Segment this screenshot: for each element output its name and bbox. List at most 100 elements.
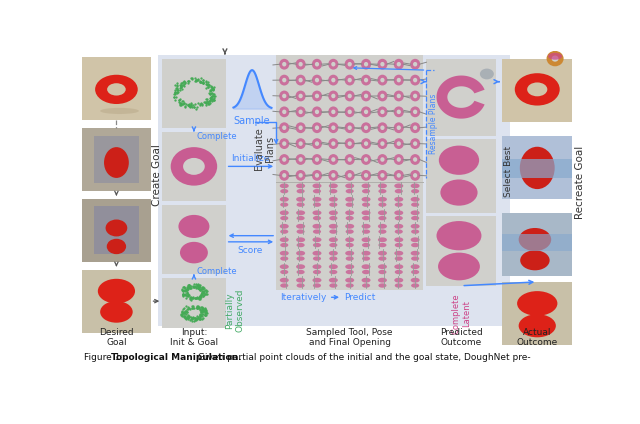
Ellipse shape <box>397 94 401 98</box>
Ellipse shape <box>332 109 335 114</box>
Ellipse shape <box>328 91 339 101</box>
Ellipse shape <box>410 154 420 165</box>
Ellipse shape <box>411 203 419 207</box>
Ellipse shape <box>480 69 494 79</box>
Ellipse shape <box>439 145 479 175</box>
Bar <box>83 128 150 191</box>
Bar <box>502 159 572 178</box>
Ellipse shape <box>362 184 371 188</box>
Ellipse shape <box>410 138 420 149</box>
Text: Complete: Complete <box>196 267 237 276</box>
Ellipse shape <box>380 157 385 162</box>
Ellipse shape <box>518 228 551 251</box>
Ellipse shape <box>348 62 352 67</box>
Ellipse shape <box>312 123 322 133</box>
Ellipse shape <box>279 123 289 133</box>
Ellipse shape <box>296 210 305 215</box>
Ellipse shape <box>411 243 419 247</box>
Ellipse shape <box>527 82 547 96</box>
Ellipse shape <box>104 147 129 178</box>
Ellipse shape <box>330 189 337 193</box>
Ellipse shape <box>312 91 322 101</box>
Ellipse shape <box>344 170 355 181</box>
Ellipse shape <box>364 94 368 98</box>
Ellipse shape <box>436 221 481 250</box>
Bar <box>426 139 496 212</box>
Bar <box>231 59 274 128</box>
Ellipse shape <box>330 203 337 207</box>
Ellipse shape <box>279 154 289 165</box>
Ellipse shape <box>380 109 385 114</box>
Ellipse shape <box>296 251 305 256</box>
Ellipse shape <box>346 203 354 207</box>
Ellipse shape <box>279 91 289 101</box>
Ellipse shape <box>315 157 319 162</box>
Text: Complete: Complete <box>196 132 237 141</box>
Ellipse shape <box>380 173 385 178</box>
Ellipse shape <box>296 184 305 188</box>
Ellipse shape <box>362 237 371 242</box>
Ellipse shape <box>328 106 339 117</box>
Ellipse shape <box>361 91 371 101</box>
Bar <box>83 128 150 191</box>
Text: Given partial point clouds of the initial and the goal state, DoughNet pre-: Given partial point clouds of the initia… <box>195 353 531 362</box>
Ellipse shape <box>296 270 305 274</box>
Ellipse shape <box>328 138 339 149</box>
Ellipse shape <box>312 210 321 215</box>
Ellipse shape <box>410 59 420 70</box>
Bar <box>502 136 572 199</box>
Ellipse shape <box>280 251 289 256</box>
Ellipse shape <box>348 78 352 82</box>
Bar <box>502 212 572 276</box>
Text: Predicted
Outcome: Predicted Outcome <box>440 328 483 348</box>
Ellipse shape <box>296 237 305 242</box>
Ellipse shape <box>413 109 417 114</box>
Bar <box>94 136 139 183</box>
Ellipse shape <box>296 138 306 149</box>
Ellipse shape <box>296 283 305 288</box>
Ellipse shape <box>282 141 286 146</box>
Ellipse shape <box>296 154 306 165</box>
Ellipse shape <box>312 154 322 165</box>
Ellipse shape <box>332 78 335 82</box>
Ellipse shape <box>394 224 403 229</box>
Ellipse shape <box>410 123 420 133</box>
Ellipse shape <box>413 126 417 130</box>
Ellipse shape <box>411 189 419 193</box>
Ellipse shape <box>378 283 387 288</box>
Bar <box>83 270 150 333</box>
Ellipse shape <box>410 170 420 181</box>
Ellipse shape <box>378 243 387 247</box>
Text: Desired
Goal: Desired Goal <box>99 328 134 348</box>
Ellipse shape <box>313 243 321 247</box>
Bar <box>426 216 496 286</box>
Ellipse shape <box>348 109 352 114</box>
Ellipse shape <box>364 109 368 114</box>
Ellipse shape <box>280 184 289 188</box>
Ellipse shape <box>171 147 217 186</box>
Ellipse shape <box>100 301 132 323</box>
Ellipse shape <box>378 216 387 220</box>
Ellipse shape <box>280 257 288 261</box>
Ellipse shape <box>344 138 355 149</box>
Ellipse shape <box>328 170 339 181</box>
Bar <box>83 270 150 333</box>
Ellipse shape <box>380 78 385 82</box>
Ellipse shape <box>313 270 321 274</box>
Ellipse shape <box>361 138 371 149</box>
Ellipse shape <box>364 141 368 146</box>
Ellipse shape <box>296 224 305 229</box>
Text: Input:
Init & Goal: Input: Init & Goal <box>170 328 218 348</box>
Ellipse shape <box>332 62 335 67</box>
Ellipse shape <box>378 59 387 70</box>
Ellipse shape <box>329 197 338 202</box>
Ellipse shape <box>312 251 321 256</box>
Text: Actual
Outcome: Actual Outcome <box>516 328 558 348</box>
Ellipse shape <box>296 189 305 193</box>
Ellipse shape <box>312 237 321 242</box>
Ellipse shape <box>515 73 560 106</box>
Text: Predict: Predict <box>344 293 376 302</box>
Ellipse shape <box>378 237 387 242</box>
Ellipse shape <box>517 291 557 316</box>
Ellipse shape <box>547 51 564 66</box>
